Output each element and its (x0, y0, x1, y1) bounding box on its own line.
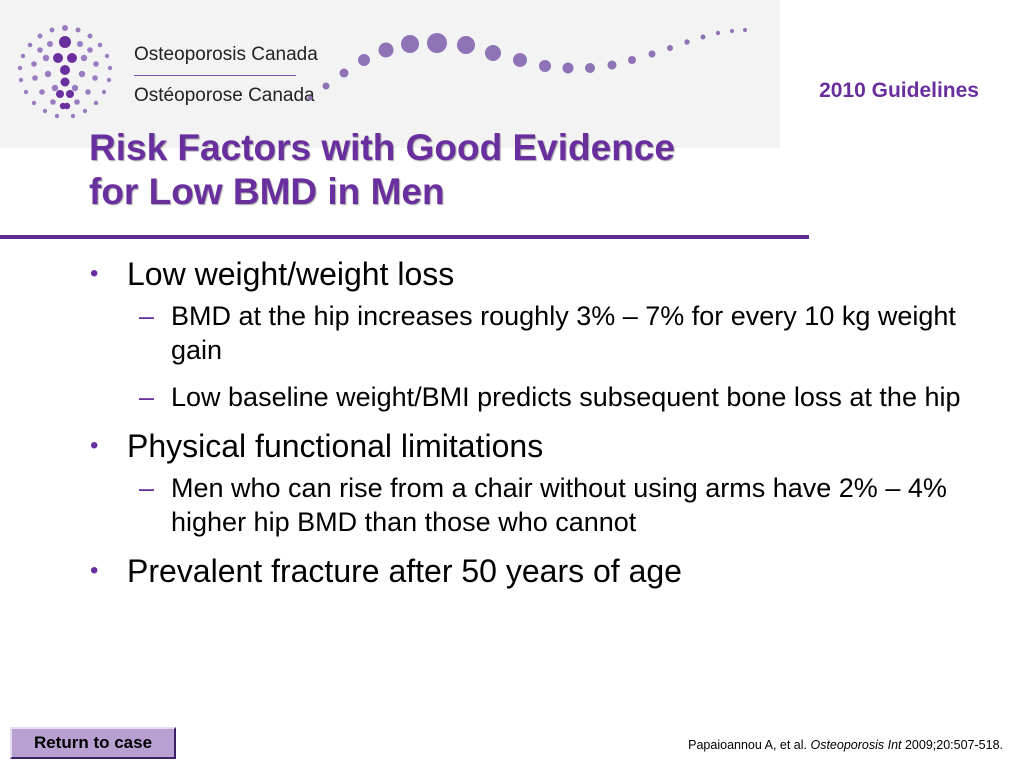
bullet-marker: • (90, 557, 99, 584)
slide-title-line-1: Risk Factors with Good Evidence (89, 127, 675, 168)
org-name-divider (134, 75, 296, 76)
title-underline (0, 235, 809, 239)
sub-bullet-marker: – (139, 473, 155, 503)
sub-bullet-item: – Low baseline weight/BMI predicts subse… (90, 380, 970, 414)
bullet-list: • Low weight/weight loss – BMD at the hi… (90, 255, 970, 596)
bullet-item: • Prevalent fracture after 50 years of a… (90, 552, 970, 590)
sub-bullet-text: Low baseline weight/BMI predicts subsequ… (171, 382, 961, 412)
slide-title-line-2: for Low BMD in Men (89, 171, 445, 212)
sub-bullet-text: Men who can rise from a chair without us… (171, 473, 947, 537)
slide-title: Risk Factors with Good Evidence for Low … (89, 126, 675, 214)
citation-details: 2009;20:507-518. (904, 738, 1003, 752)
osteoporosis-canada-logo-icon (17, 25, 113, 119)
sub-bullet-marker: – (139, 301, 155, 331)
bullet-text: Prevalent fracture after 50 years of age (127, 553, 682, 589)
sub-bullet-item: – BMD at the hip increases roughly 3% – … (90, 299, 970, 367)
sub-bullet-text: BMD at the hip increases roughly 3% – 7%… (171, 301, 956, 365)
sub-bullet-marker: – (139, 382, 155, 412)
guidelines-label: 2010 Guidelines (819, 79, 979, 102)
bullet-text: Physical functional limitations (127, 428, 544, 464)
org-name-english: Osteoporosis Canada (134, 44, 318, 65)
sub-bullet-item: – Men who can rise from a chair without … (90, 471, 970, 539)
header-band (0, 0, 780, 148)
bullet-item: • Physical functional limitations (90, 427, 970, 465)
bullet-marker: • (90, 432, 99, 459)
return-to-case-button[interactable]: Return to case (10, 727, 176, 759)
org-name-french: Ostéoporose Canada (134, 85, 315, 106)
bullet-text: Low weight/weight loss (127, 256, 455, 292)
citation-journal: Osteoporosis Int (810, 738, 902, 752)
citation-authors: Papaioannou A, et al. (688, 738, 807, 752)
citation: Papaioannou A, et al. Osteoporosis Int 2… (688, 738, 1003, 752)
bullet-marker: • (90, 260, 99, 287)
dotted-wave-decoration (307, 28, 747, 101)
bullet-item: • Low weight/weight loss (90, 255, 970, 293)
